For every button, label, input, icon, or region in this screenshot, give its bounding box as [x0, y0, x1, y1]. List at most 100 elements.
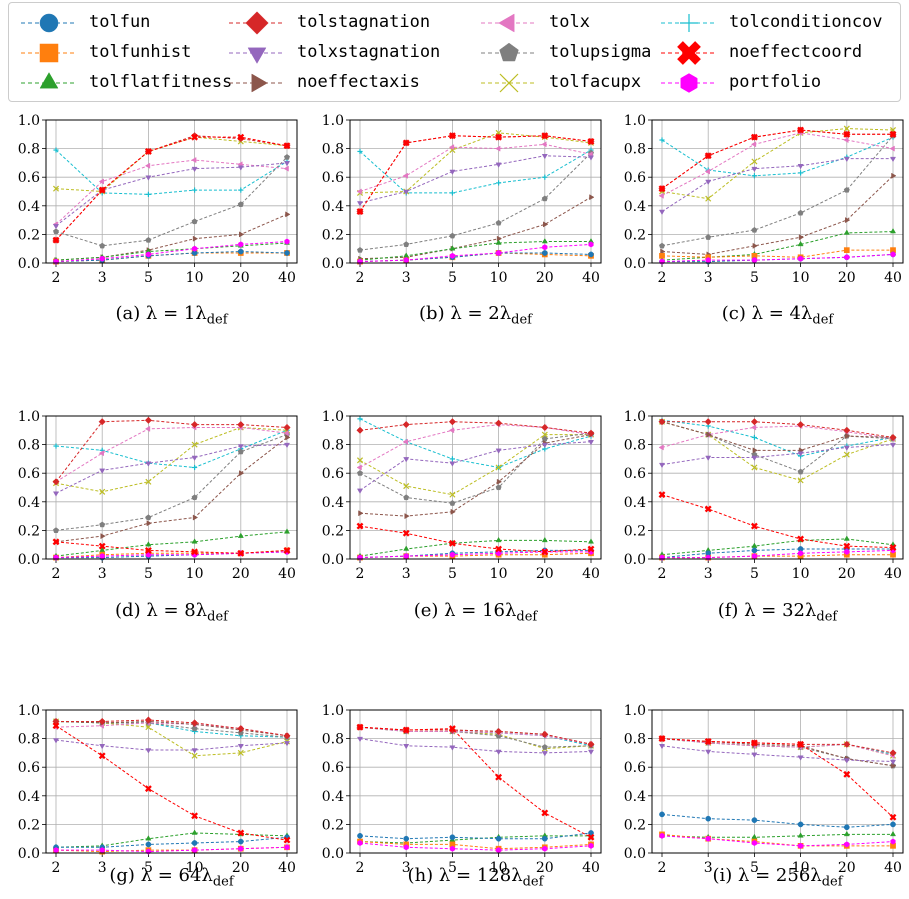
series-tolupsigma	[658, 132, 897, 249]
subplot-caption: (h) λ = 128λdef	[330, 865, 621, 890]
series-line	[55, 162, 288, 227]
x-tick-label: 10	[792, 270, 810, 286]
series-tolfacupx	[658, 125, 897, 202]
series-line	[359, 726, 592, 745]
data-point	[99, 255, 105, 262]
data-point	[751, 542, 758, 548]
data-point	[98, 450, 104, 457]
data-point	[449, 456, 455, 462]
data-point	[843, 542, 851, 550]
data-point	[751, 817, 758, 823]
data-point	[705, 835, 711, 842]
series-line	[662, 253, 894, 263]
data-point	[797, 477, 804, 484]
x-tick-label: 10	[186, 270, 204, 286]
series-line	[662, 549, 894, 559]
series-line	[661, 833, 893, 838]
series-line	[661, 538, 894, 556]
series-line	[661, 738, 894, 818]
triangle-down-marker-icon	[247, 47, 267, 64]
series-tolfun	[53, 834, 290, 851]
data-point	[495, 219, 502, 226]
y-tick-label: 1.0	[322, 409, 344, 425]
caption-subscript: def	[522, 874, 544, 890]
data-point	[99, 744, 106, 750]
legend-label: tolstagnation	[297, 12, 431, 32]
series-tolfacupx	[52, 424, 291, 495]
data-point	[52, 738, 60, 744]
series-noeffectcoord	[658, 126, 897, 193]
data-point	[403, 252, 410, 258]
data-point	[237, 248, 244, 255]
data-point	[237, 749, 244, 756]
data-point	[659, 811, 665, 818]
data-point	[98, 186, 106, 194]
data-point	[191, 538, 198, 544]
data-point	[237, 724, 245, 733]
x-tick-label: 40	[278, 270, 296, 286]
data-point	[751, 158, 758, 165]
y-tick-label: 0.2	[624, 227, 646, 243]
data-point	[448, 427, 455, 434]
data-point	[145, 175, 152, 181]
series-tolupsigma	[356, 429, 595, 506]
y-tick-label: 0.4	[322, 199, 344, 215]
plot-frame	[349, 415, 602, 560]
data-point	[541, 548, 549, 556]
data-point	[284, 844, 290, 851]
x-tick-label: 3	[402, 566, 411, 582]
data-point	[356, 522, 364, 530]
y-tick-label: 0.4	[18, 789, 40, 805]
x-tick-label: 2	[356, 270, 365, 286]
caption-subscript: def	[816, 609, 838, 625]
series-tolfun	[357, 830, 594, 842]
data-point	[284, 238, 290, 245]
data-point	[797, 451, 804, 457]
data-point	[705, 455, 712, 461]
data-point	[587, 749, 595, 755]
data-point	[144, 785, 152, 793]
plot-frame	[651, 415, 904, 560]
data-point	[889, 433, 897, 442]
data-point	[53, 147, 59, 153]
data-point	[53, 847, 59, 854]
data-point	[403, 835, 410, 842]
series-tolflatfitness	[356, 832, 595, 845]
series-noeffectaxis	[358, 194, 595, 262]
series-noeffectcoord	[658, 735, 897, 821]
series-line	[359, 152, 592, 251]
x-tick-label: 40	[582, 270, 600, 286]
series-line	[359, 424, 592, 468]
series-noeffectcoord	[658, 491, 897, 551]
series-line	[661, 835, 894, 847]
data-point	[99, 468, 106, 474]
plot-frame	[651, 119, 904, 264]
data-point	[797, 842, 804, 849]
y-tick-label: 0.0	[624, 256, 646, 272]
data-point	[402, 172, 408, 179]
subplot-caption: (f) λ = 32λdef	[632, 600, 909, 625]
series-tolxstagnation	[52, 442, 291, 497]
series-line	[55, 832, 288, 848]
x-tick-label: 5	[144, 270, 153, 286]
series-line	[359, 132, 592, 194]
data-point	[495, 249, 502, 257]
x-tick-label: 5	[750, 566, 759, 582]
series-tolxstagnation	[52, 161, 291, 230]
data-point	[658, 209, 666, 216]
data-point	[53, 443, 59, 449]
series-line	[661, 231, 894, 261]
series-line	[359, 434, 591, 496]
series-line	[359, 241, 591, 261]
data-point	[587, 138, 595, 145]
data-point	[237, 165, 244, 171]
data-point	[658, 242, 666, 249]
series-tolx	[658, 129, 895, 199]
series-tolxstagnation	[658, 744, 897, 765]
data-point	[191, 812, 199, 820]
data-point	[704, 505, 712, 513]
data-point	[283, 423, 291, 432]
series-tolupsigma	[52, 431, 291, 533]
data-point	[283, 732, 291, 740]
